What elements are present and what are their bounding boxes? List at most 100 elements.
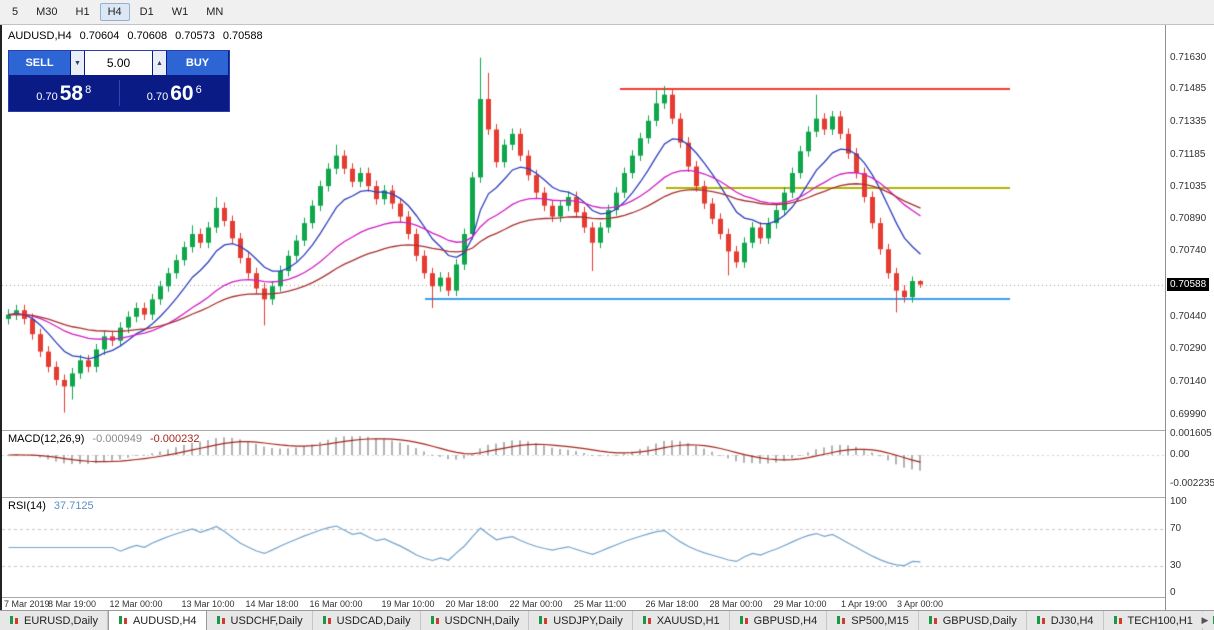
tab-tech100-h1[interactable]: TECH100,H1 — [1104, 611, 1203, 630]
trade-controls-row: SELL ▼ ▲ BUY — [9, 51, 229, 75]
sell-price-display[interactable]: 0.70 58 8 — [9, 83, 119, 104]
price-tick: 0.70290 — [1170, 343, 1207, 355]
chart-icon — [928, 615, 939, 626]
time-label: 3 Apr 00:00 — [896, 599, 944, 609]
time-label: 8 Mar 19:00 — [47, 599, 97, 609]
tab-usdchf-daily[interactable]: USDCHF,Daily — [207, 611, 313, 630]
buy-price-main: 60 — [170, 81, 194, 105]
tab-gbpusd-h4[interactable]: GBPUSD,H4 — [730, 611, 828, 630]
tab-label: XAUUSD,H1 — [656, 614, 720, 627]
chart-icon — [9, 615, 20, 626]
tab-sp500-m15[interactable]: SP500,M15 — [827, 611, 919, 630]
tab-label: USDCAD,Daily — [336, 614, 411, 627]
tab-usdjpy-daily[interactable]: USDJPY,Daily — [529, 611, 633, 630]
price-tick: 0.70740 — [1170, 245, 1207, 257]
time-label: 29 Mar 10:00 — [773, 599, 827, 609]
price-tick: 0.71335 — [1170, 115, 1207, 127]
tab-ukc[interactable]: UKC — [1203, 611, 1214, 630]
tab-audusd-h4[interactable]: AUDUSD,H4 — [107, 611, 207, 630]
rsi-indicator-canvas[interactable] — [2, 498, 1165, 597]
price-tick: 0.71485 — [1170, 83, 1207, 95]
volume-increase-icon[interactable]: ▲ — [153, 51, 167, 75]
time-label: 20 Mar 18:00 — [445, 599, 499, 609]
macd-label: MACD(12,26,9) -0.000949 -0.000232 — [8, 433, 200, 445]
tab-label: USDCHF,Daily — [230, 614, 303, 627]
tab-label: AUDUSD,H4 — [132, 614, 197, 627]
macd-indicator-canvas[interactable] — [2, 431, 1165, 497]
tab-dj30-h4[interactable]: DJ30,H4 — [1027, 611, 1104, 630]
chart-icon — [836, 615, 847, 626]
chart-icon — [1036, 615, 1047, 626]
sell-price-main: 58 — [59, 81, 84, 105]
tab-gbpusd-daily[interactable]: GBPUSD,Daily — [919, 611, 1027, 630]
rsi-scale-label: 70 — [1170, 523, 1182, 535]
volume-input[interactable] — [85, 51, 153, 75]
price-scale[interactable]: 0.71630 0.71485 0.71335 0.71185 0.71035 0.708… — [1165, 25, 1214, 610]
time-label: 1 Apr 19:00 — [840, 599, 888, 609]
time-label: 7 Mar 2019 — [4, 599, 50, 609]
timeframe-w1[interactable]: W1 — [171, 6, 189, 18]
chart-icon — [538, 615, 549, 626]
sell-price-prefix: 0.70 — [36, 90, 58, 103]
volume-decrease-icon[interactable]: ▼ — [71, 51, 85, 75]
chart-icon — [739, 615, 750, 626]
timeframe-h1[interactable]: H1 — [75, 6, 90, 18]
chart-ohlc-title: AUDUSD,H4 0.70604 0.70608 0.70573 0.7058… — [8, 30, 263, 42]
one-click-trading-widget: SELL ▼ ▲ BUY 0.70 58 8 0.70 60 6 — [8, 50, 230, 112]
chart-region: AUDUSD,H4 0.70604 0.70608 0.70573 0.7058… — [0, 25, 1214, 610]
sell-button[interactable]: SELL — [9, 51, 71, 75]
time-label: 22 Mar 00:00 — [509, 599, 563, 609]
chart-tabbar: EURUSD,Daily AUDUSD,H4 USDCHF,Daily USDCAD,… — [0, 610, 1214, 630]
tab-usdcad-daily[interactable]: USDCAD,Daily — [313, 611, 421, 630]
price-tick: 0.71630 — [1170, 51, 1207, 63]
price-tick: 0.69990 — [1170, 408, 1207, 420]
macd-scale-label: 0.001605 — [1170, 428, 1212, 440]
tab-eurusd-daily[interactable]: EURUSD,Daily — [0, 611, 108, 630]
ohlc-high: 0.70608 — [127, 30, 168, 42]
rsi-panel-splitter[interactable] — [0, 497, 1214, 498]
tab-xauusd-h1[interactable]: XAUUSD,H1 — [633, 611, 730, 630]
macd-name: MACD(12,26,9) — [8, 433, 85, 445]
buy-button[interactable]: BUY — [167, 51, 229, 75]
price-tick: 0.70440 — [1170, 310, 1207, 322]
macd-scale-label: 0.00 — [1170, 449, 1190, 460]
tab-label: DJ30,H4 — [1050, 614, 1094, 627]
rsi-scale-label: 0 — [1170, 587, 1176, 598]
chart-icon — [1113, 615, 1124, 626]
time-label: 13 Mar 10:00 — [181, 599, 235, 609]
time-axis[interactable]: 7 Mar 2019 8 Mar 19:00 12 Mar 00:00 13 Mar … — [0, 598, 1165, 610]
tab-label: USDJPY,Daily — [553, 614, 623, 627]
chart-icon — [1212, 615, 1214, 626]
time-label: 14 Mar 18:00 — [245, 599, 299, 609]
rsi-value: 37.7125 — [53, 500, 94, 512]
buy-price-display[interactable]: 0.70 60 6 — [120, 83, 230, 104]
time-label: 25 Mar 11:00 — [573, 599, 627, 609]
timeframe-d1[interactable]: D1 — [139, 6, 154, 18]
macd-scale-label: -0.002235 — [1170, 478, 1214, 490]
time-axis-divider — [0, 597, 1214, 598]
time-label: 16 Mar 00:00 — [309, 599, 363, 609]
chart-icon — [322, 615, 333, 626]
tab-usdcnh-daily[interactable]: USDCNH,Daily — [421, 611, 530, 630]
trade-prices-row: 0.70 58 8 0.70 60 6 — [9, 75, 229, 111]
time-label: 26 Mar 18:00 — [645, 599, 699, 609]
tab-label: TECH100,H1 — [1127, 614, 1193, 627]
time-label: 28 Mar 00:00 — [709, 599, 763, 609]
macd-signal-value: -0.000232 — [149, 433, 200, 445]
chart-icon — [642, 615, 653, 626]
sell-price-pipette: 8 — [85, 83, 92, 96]
macd-panel-splitter[interactable] — [0, 430, 1214, 431]
rsi-scale-label: 30 — [1170, 559, 1182, 571]
time-label: 12 Mar 00:00 — [109, 599, 163, 609]
tab-scroll-right-icon[interactable]: ▶ — [1198, 612, 1212, 628]
timeframe-m30[interactable]: M30 — [36, 6, 58, 18]
timeframe-5[interactable]: 5 — [12, 6, 19, 18]
tab-label: EURUSD,Daily — [24, 614, 98, 627]
current-price-tag: 0.70588 — [1167, 277, 1210, 291]
timeframe-h4[interactable]: H4 — [99, 3, 130, 21]
ohlc-low: 0.70573 — [175, 30, 215, 42]
window-left-edge — [0, 25, 2, 610]
rsi-label: RSI(14) 37.7125 — [8, 500, 94, 512]
macd-value: -0.000949 — [92, 433, 142, 445]
timeframe-mn[interactable]: MN — [206, 6, 224, 18]
